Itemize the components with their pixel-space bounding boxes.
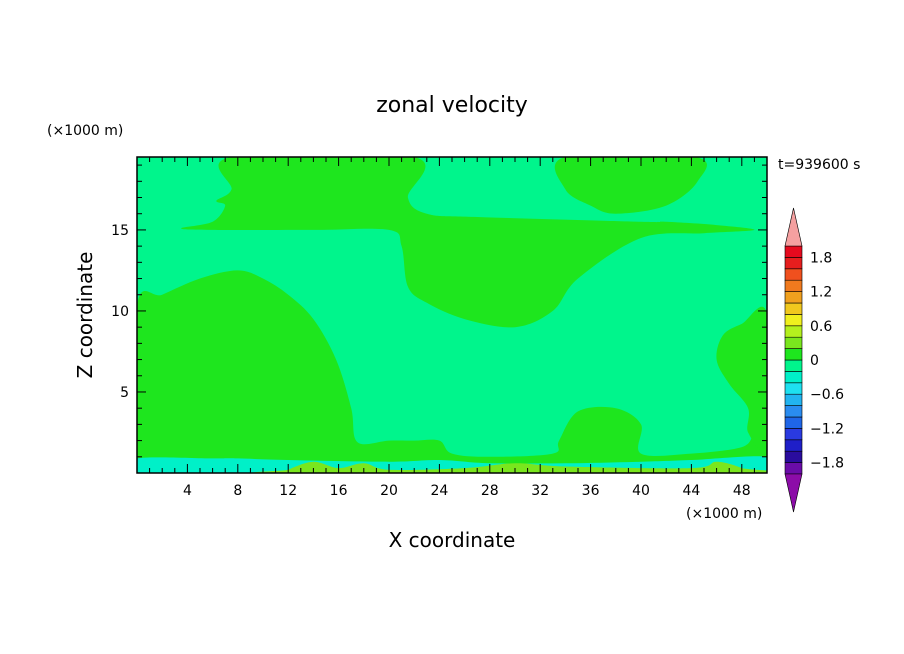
colorbar: 1.8 1.2 0.6 0 −0.6 −1.2 −1.8	[784, 207, 844, 513]
colorbar-tick-label: −0.6	[810, 387, 844, 403]
time-label: t=939600 s	[778, 157, 860, 173]
colorbar-extend-low	[784, 473, 803, 513]
x-axis-ticks: 4 8 12 16 20 24 28 32 36 40 44 48	[149, 157, 755, 499]
colorbar-segment	[784, 382, 803, 395]
colorbar-segment	[784, 348, 803, 361]
colorbar-segment	[784, 428, 803, 441]
x-tick-label: 36	[582, 483, 600, 499]
x-axis-label: X coordinate	[389, 528, 516, 552]
contour-region-5	[253, 461, 767, 473]
x-tick-label: 8	[233, 483, 242, 499]
x-tick-label: 44	[682, 483, 700, 499]
colorbar-tick-label: −1.2	[810, 421, 844, 437]
colorbar-segment	[784, 279, 803, 292]
colorbar-segment	[784, 245, 803, 258]
y-tick-label: 15	[111, 223, 129, 239]
chart-title: zonal velocity	[376, 93, 528, 118]
colorbar-tick-label: 0	[810, 353, 819, 369]
x-tick-label: 28	[481, 483, 499, 499]
x-tick-label: 32	[531, 483, 549, 499]
x-tick-label: 24	[430, 483, 448, 499]
colorbar-segment	[784, 405, 803, 418]
colorbar-segment	[784, 336, 803, 349]
colorbar-segment	[784, 291, 803, 304]
x-tick-label: 40	[632, 483, 650, 499]
contour-regions	[137, 157, 767, 473]
colorbar-tick-label: 0.6	[810, 319, 832, 335]
y-tick-label: 10	[111, 304, 129, 320]
colorbar-segment	[784, 439, 803, 452]
colorbar-segment	[784, 450, 803, 463]
y-axis-label: Z coordinate	[73, 252, 97, 379]
colorbar-extend-high	[784, 207, 803, 247]
colorbar-segment	[784, 325, 803, 338]
colorbar-segment	[784, 393, 803, 406]
colorbar-segment	[784, 416, 803, 429]
x-tick-label: 20	[380, 483, 398, 499]
contour-region-2	[554, 157, 707, 214]
colorbar-tick-label: −1.8	[810, 456, 844, 472]
colorbar-tick-label: 1.2	[810, 285, 832, 301]
y-tick-label: 5	[120, 385, 129, 401]
colorbar-segment	[784, 314, 803, 327]
colorbar-tick-label: 1.8	[810, 250, 832, 266]
colorbar-segment	[784, 302, 803, 315]
colorbar-segment	[784, 257, 803, 270]
colorbar-segment	[784, 268, 803, 281]
x-tick-label: 16	[330, 483, 348, 499]
colorbar-segment	[784, 462, 803, 475]
y-axis-ticks: 5 10 15	[111, 164, 767, 458]
contour-region-3	[716, 306, 767, 452]
x-tick-label: 12	[279, 483, 297, 499]
y-unit-label: (×1000 m)	[47, 123, 123, 139]
contour-region-1	[181, 157, 755, 328]
colorbar-segment	[784, 359, 803, 372]
x-tick-label: 4	[183, 483, 192, 499]
x-unit-label: (×1000 m)	[686, 506, 762, 522]
colorbar-segment	[784, 371, 803, 384]
x-tick-label: 48	[733, 483, 751, 499]
contour-region-0	[137, 270, 767, 473]
